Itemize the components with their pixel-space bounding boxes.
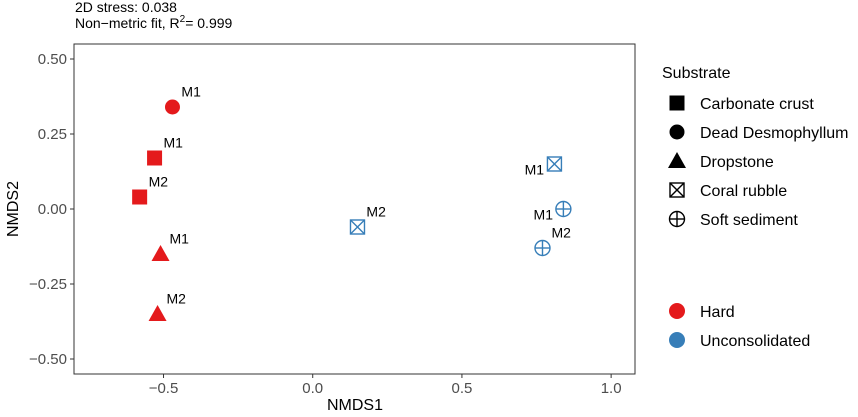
legend-label: Dropstone: [700, 154, 774, 171]
y-axis: −0.50 −0.25 0.00 0.25 0.50: [29, 51, 74, 368]
data-point-square: [132, 189, 148, 205]
fit-annotation: Non−metric fit, R2= 0.999: [75, 14, 233, 31]
data-point-soft-sediment: [534, 239, 551, 257]
data-point-circle: [164, 99, 180, 115]
x-tick-label: 1.0: [601, 380, 622, 397]
legend-key-coral-rubble: [669, 182, 685, 198]
legend-category: Hard Unconsolidated: [669, 303, 810, 350]
x-tick-label: −0.5: [149, 380, 179, 397]
point-label: M2: [551, 225, 571, 241]
legend-key-unconsolidated: [669, 332, 685, 348]
x-tick-label: 0.0: [302, 380, 323, 397]
point-label: M1: [534, 207, 554, 223]
point-label: M1: [169, 231, 189, 247]
points-layer: M1 M1 M2 M1 M2 M2 M1 M1 M2: [132, 84, 572, 321]
fit-annotation-superscript: 2: [180, 14, 186, 25]
data-point-coral-rubble: [349, 219, 366, 235]
plot-panel: [73, 43, 636, 375]
fit-annotation-suffix: = 0.999: [185, 15, 232, 31]
y-tick-label: 0.00: [38, 201, 67, 218]
legend-label: Dead Desmophyllum: [700, 125, 849, 142]
data-point-triangle: [151, 245, 170, 261]
legend-label: Coral rubble: [700, 183, 787, 200]
y-tick-label: 0.25: [38, 126, 67, 143]
stress-annotation: 2D stress: 0.038: [75, 0, 177, 15]
fit-annotation-prefix: Non−metric fit, R: [75, 15, 180, 31]
legend-key-circle: [669, 124, 685, 140]
y-tick-label: −0.50: [29, 351, 67, 368]
data-point-square: [147, 150, 163, 166]
data-point-coral-rubble: [546, 156, 563, 172]
legend-label: Carbonate crust: [700, 96, 814, 113]
data-point-soft-sediment: [555, 200, 572, 218]
legend-key-square: [669, 95, 685, 111]
data-point-triangle: [148, 305, 167, 321]
legend-key-triangle: [668, 152, 686, 168]
legend-label: Soft sediment: [700, 212, 798, 229]
point-label: M1: [181, 84, 201, 100]
point-label: M2: [149, 174, 169, 190]
y-tick-label: −0.25: [29, 276, 67, 293]
legend-label: Unconsolidated: [700, 333, 810, 350]
point-label: M1: [164, 135, 184, 151]
legend-title: Substrate: [662, 65, 731, 82]
y-tick-label: 0.50: [38, 51, 67, 68]
legend-key-soft-sediment: [668, 210, 686, 228]
y-axis-label: NMDS2: [5, 181, 22, 237]
x-tick-label: 0.5: [451, 380, 472, 397]
legend-substrate: Carbonate crust Dead Desmophyllum Dropston…: [668, 95, 849, 229]
legend-label: Hard: [700, 304, 735, 321]
x-axis: −0.5 0.0 0.5 1.0: [149, 374, 622, 397]
x-axis-label: NMDS1: [327, 397, 383, 414]
legend-key-hard: [669, 303, 685, 319]
point-label: M1: [525, 162, 545, 178]
point-label: M2: [366, 204, 386, 220]
point-label: M2: [167, 291, 187, 307]
